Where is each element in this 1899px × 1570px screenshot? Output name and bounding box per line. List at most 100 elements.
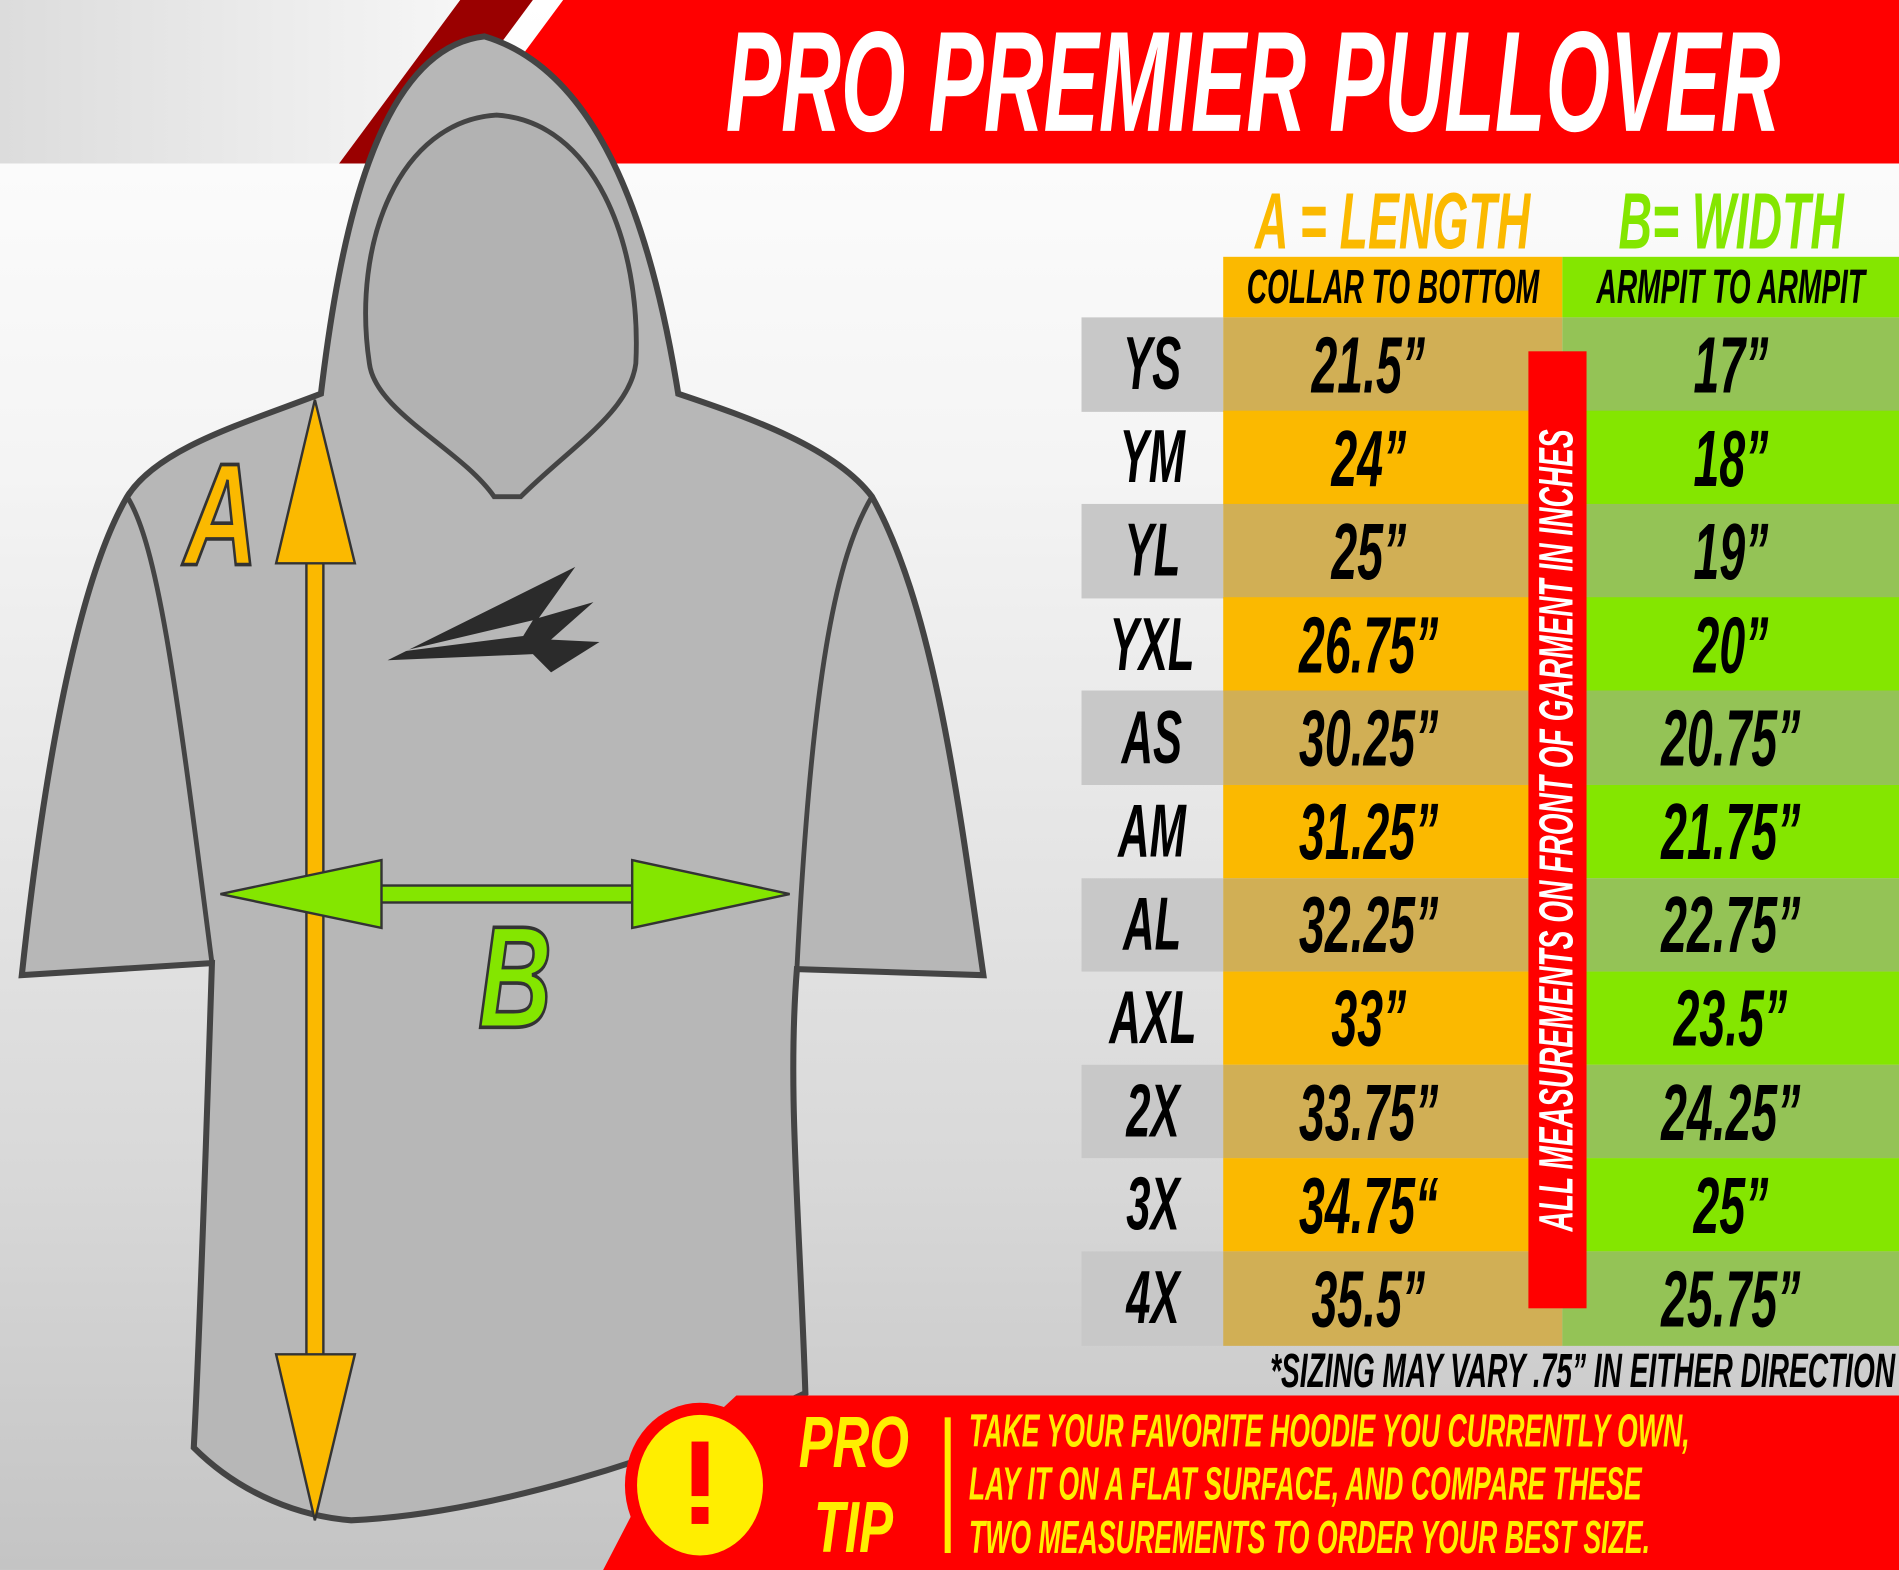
- label-b: B: [477, 895, 553, 1061]
- size-cell: AM: [1082, 784, 1224, 878]
- width-cell-text: 22.75”: [1661, 879, 1801, 970]
- width-cell: 24.25”: [1562, 1064, 1899, 1159]
- size-cell: AL: [1081, 877, 1224, 972]
- length-cell: 25”: [1223, 504, 1563, 599]
- hood-opening: [363, 112, 639, 500]
- right-sleeve-seam: [794, 495, 875, 970]
- exclamation-dot: [691, 1506, 709, 1524]
- size-cell: 3X: [1082, 1158, 1224, 1252]
- length-cell: 33.75”: [1223, 1064, 1563, 1159]
- size-cell: YXL: [1082, 598, 1224, 692]
- width-cell: 25”: [1562, 1157, 1899, 1252]
- length-cell-text: 25”: [1331, 506, 1406, 596]
- width-cell: 19”: [1562, 504, 1899, 599]
- side-label-text: ALL MEASUREMENTS ON FRONT OF GARMENT IN …: [1530, 428, 1584, 1231]
- length-cell: 32.25”: [1223, 877, 1563, 972]
- pro-tip-label-line: PRO: [775, 1400, 932, 1485]
- tip-divider: [944, 1417, 951, 1554]
- page-title: PRO PREMIER PULLOVER: [569, 0, 1899, 164]
- size-cell: YS: [1081, 317, 1224, 412]
- width-arrow: [220, 858, 790, 930]
- width-cell: 18”: [1562, 410, 1899, 505]
- length-cell-text: 32.25”: [1298, 879, 1439, 970]
- size-cell-text: YL: [1124, 509, 1181, 593]
- length-arrow: [274, 399, 357, 1521]
- length-cell-text: 24”: [1331, 412, 1406, 503]
- size-cell-text: AL: [1123, 882, 1182, 967]
- size-cell-text: YS: [1123, 322, 1182, 407]
- left-sleeve-seam: [125, 495, 215, 964]
- size-cell-text: YXL: [1110, 602, 1195, 687]
- length-cell: 21.5”: [1223, 317, 1563, 412]
- length-subheader-text: COLLAR TO BOTTOM: [1246, 259, 1539, 314]
- width-cell-text: 23.5”: [1673, 973, 1788, 1063]
- sizing-note: *SIZING MAY VARY .75” IN EITHER DIRECTIO…: [1090, 1344, 1896, 1398]
- pro-tip-banner: [603, 1395, 1899, 1570]
- length-cell: 24”: [1223, 410, 1563, 505]
- exclamation-bar: [691, 1441, 709, 1497]
- width-header-text: B= WIDTH: [1617, 175, 1844, 266]
- size-cell-text: 3X: [1125, 1163, 1179, 1247]
- length-cell-text: 35.5”: [1311, 1253, 1426, 1344]
- width-cell: 22.75”: [1562, 877, 1899, 972]
- width-cell: 25.75”: [1562, 1251, 1899, 1346]
- width-cell-text: 19”: [1693, 506, 1769, 596]
- top-left-banner: [0, 0, 461, 164]
- measurement-side-label: ALL MEASUREMENTS ON FRONT OF GARMENT IN …: [1528, 351, 1587, 1309]
- pro-text: PRO: [798, 1401, 909, 1483]
- width-cell-text: 24.25”: [1661, 1066, 1801, 1157]
- width-cell-text: 21.75”: [1661, 786, 1801, 877]
- title-banner: [442, 0, 1899, 164]
- width-header: B= WIDTH: [1562, 176, 1899, 266]
- length-cell-text: 26.75”: [1298, 599, 1439, 690]
- length-cell: 33”: [1223, 971, 1563, 1066]
- pro-tip-label-line: TIP: [775, 1485, 932, 1570]
- length-cell-text: 33.75”: [1298, 1066, 1439, 1157]
- length-cell-text: 21.5”: [1311, 319, 1426, 410]
- width-cell-text: 25”: [1693, 1160, 1769, 1250]
- length-subheader: COLLAR TO BOTTOM: [1223, 256, 1563, 318]
- width-subheader: ARMPIT TO ARMPIT: [1562, 256, 1899, 318]
- pro-tip-label: PRO TIP: [775, 1400, 932, 1570]
- length-header-text: A = LENGTH: [1255, 175, 1531, 266]
- title-text: PRO PREMIER PULLOVER: [726, 1, 1781, 162]
- width-cell-text: 20”: [1693, 599, 1769, 690]
- length-cell-text: 31.25”: [1298, 786, 1439, 877]
- length-cell-text: 34.75“: [1298, 1160, 1439, 1250]
- length-cell: 31.25”: [1223, 784, 1563, 879]
- size-cell-text: AS: [1122, 696, 1183, 780]
- brand-logo-icon: [387, 566, 600, 673]
- width-cell-text: 18”: [1693, 412, 1769, 503]
- length-cell-text: 33”: [1331, 973, 1406, 1063]
- width-cell: 20”: [1562, 597, 1899, 692]
- length-cell: 30.25”: [1223, 690, 1563, 785]
- pro-tip-text: TAKE YOUR FAVORITE HOODIE YOU CURRENTLY …: [969, 1405, 1899, 1565]
- width-cell: 20.75”: [1562, 690, 1899, 785]
- size-cell-text: AXL: [1108, 976, 1196, 1060]
- length-header: A = LENGTH: [1223, 176, 1562, 266]
- label-a-text: A: [182, 432, 258, 598]
- length-cell: 26.75”: [1223, 597, 1563, 692]
- width-cell: 21.75”: [1562, 784, 1899, 879]
- length-cell-text: 30.25”: [1298, 693, 1439, 783]
- size-cell-text: AM: [1118, 789, 1187, 874]
- width-cell-text: 25.75”: [1661, 1253, 1801, 1344]
- width-cell: 17”: [1562, 317, 1899, 412]
- size-cell: 2X: [1081, 1064, 1224, 1159]
- width-subheader-text: ARMPIT TO ARMPIT: [1596, 259, 1865, 314]
- sizing-note-text: *SIZING MAY VARY .75” IN EITHER DIRECTIO…: [1270, 1344, 1896, 1398]
- label-a: A: [182, 432, 258, 598]
- size-cell: 4X: [1081, 1251, 1224, 1346]
- width-cell-text: 17”: [1693, 319, 1769, 410]
- label-b-text: B: [477, 895, 553, 1061]
- width-cell: 23.5”: [1562, 971, 1899, 1066]
- tip-line: TWO MEASUREMENTS TO ORDER YOUR BEST SIZE…: [968, 1513, 1651, 1564]
- size-cell: AS: [1081, 690, 1224, 785]
- length-cell: 35.5”: [1223, 1251, 1563, 1346]
- size-cell: YM: [1082, 411, 1224, 505]
- size-cell-text: YM: [1119, 415, 1186, 500]
- tip-line: LAY IT ON A FLAT SURFACE, AND COMPARE TH…: [968, 1459, 1642, 1511]
- tip-line: TAKE YOUR FAVORITE HOODIE YOU CURRENTLY …: [968, 1406, 1690, 1458]
